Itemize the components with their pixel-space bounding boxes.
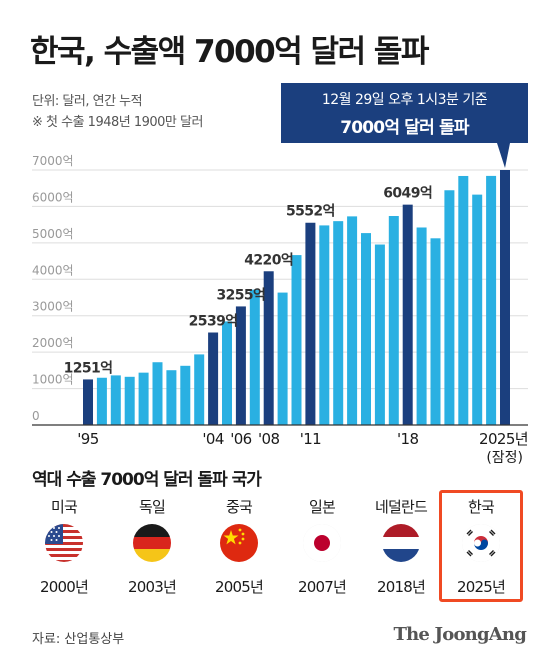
data-label-2008: 4220억 [244,252,293,268]
country-korea: 한국 2025년 [441,496,521,597]
y-tick-label: 6000억 [32,190,74,204]
country-name: 중국 [225,498,253,516]
y-tick-label: 0 [32,409,40,423]
y-tick-label: 2000억 [32,336,74,350]
bar-2012 [319,225,330,425]
bar-1997 [110,375,121,425]
bar-2006 [235,306,246,425]
country-netherlands: 네덜란드 2018년 [361,496,441,597]
milestone-year: 2007년 [298,578,347,596]
bar-2021 [444,190,455,425]
bar-2023 [472,194,483,425]
x-tick-2011: '11 [300,430,321,448]
country-usa: 미국 2000년 [24,496,104,597]
germany-flag-icon [133,524,171,562]
milestone-year: 2000년 [40,578,89,596]
countries-section-title: 역대 수출 7000억 달러 돌파 국가 [32,470,262,490]
bar-2005 [222,321,232,425]
usa-flag-icon [45,524,83,562]
export-bar-chart: 0 1000억 2000억 3000억 4000억 5000억 6000억 7000억 1251… [32,143,529,466]
bar-2003 [194,354,205,425]
data-label-2011: 5552억 [286,204,335,220]
netherlands-flag-icon [382,524,420,562]
bar-2000 [152,362,163,425]
data-label-1995: 1251억 [64,360,113,376]
bar-2025 [500,170,510,425]
country-name: 한국 [467,498,495,516]
bar-2008 [263,271,274,425]
callout-pointer [497,143,510,168]
bar-1996 [96,377,107,425]
china-flag-icon [220,524,258,562]
x-tick-2004: '04 [202,430,223,448]
milestone-year: 2005년 [215,578,264,596]
country-japan: 일본 2007년 [282,496,362,597]
bar-2013 [333,221,344,425]
callout-timestamp: 12월 29일 오후 1시3분 기준 [321,92,488,108]
y-tick-label: 3000억 [32,300,74,314]
data-label-2006: 3255억 [216,287,265,303]
korea-flag-icon [462,524,500,562]
bar-1999 [138,372,149,425]
bar-1998 [124,376,135,425]
milestone-callout: 12월 29일 오후 1시3분 기준 7000억 달러 돌파 [281,83,528,143]
bar-2024 [486,175,497,425]
unit-note: 단위: 달러, 연간 누적 [32,94,143,109]
x-tick-sublabel: (잠정) [486,450,523,466]
bar-2007 [249,289,260,425]
source-note: 자료: 산업통상부 [32,632,125,647]
x-tick-2006: '06 [230,430,251,448]
x-tick-2025: 2025년 [479,430,528,448]
bar-2014 [347,216,358,425]
publisher-logo: The JoongAng [393,624,527,645]
bar-2011 [305,222,316,425]
bar-1995 [83,379,93,425]
bar-2022 [458,175,469,425]
bar-2010 [291,255,302,425]
country-china: 중국 2005년 [199,496,279,597]
callout-headline: 7000억 달러 돌파 [340,118,469,138]
y-tick-label: 5000억 [32,227,74,241]
first-export-note: ※ 첫 수출 1948년 1900만 달러 [32,115,203,130]
milestone-year: 2003년 [128,578,177,596]
japan-flag-icon [303,524,341,562]
x-tick-1995: '95 [77,430,98,448]
korea-highlight-box [439,490,523,602]
bar-2018 [402,204,413,425]
bar-2020 [430,238,441,425]
bar-2002 [180,365,191,425]
y-tick-label: 4000억 [32,263,74,277]
bar-2001 [166,370,177,425]
milestone-year: 2018년 [377,578,426,596]
country-name: 독일 [138,498,166,516]
bar-2004 [208,332,219,425]
data-label-2004: 2539억 [189,314,238,330]
bar-2015 [361,233,371,425]
y-tick-label: 7000억 [32,154,74,168]
data-label-2018: 6049억 [383,186,432,202]
y-tick-label: 1000억 [32,373,74,387]
milestone-year: 2025년 [457,578,506,596]
country-germany: 독일 2003년 [112,496,192,597]
bar-2016 [374,244,385,425]
x-tick-2018: '18 [397,430,418,448]
country-name: 네덜란드 [374,498,428,516]
country-name: 미국 [50,498,78,516]
page-title: 한국, 수출액 7000억 달러 돌파 [30,34,429,70]
bar-2019 [416,227,427,425]
country-name: 일본 [308,498,336,516]
bar-2017 [388,216,399,425]
bar-2009 [277,292,288,425]
x-tick-2008: '08 [258,430,279,448]
